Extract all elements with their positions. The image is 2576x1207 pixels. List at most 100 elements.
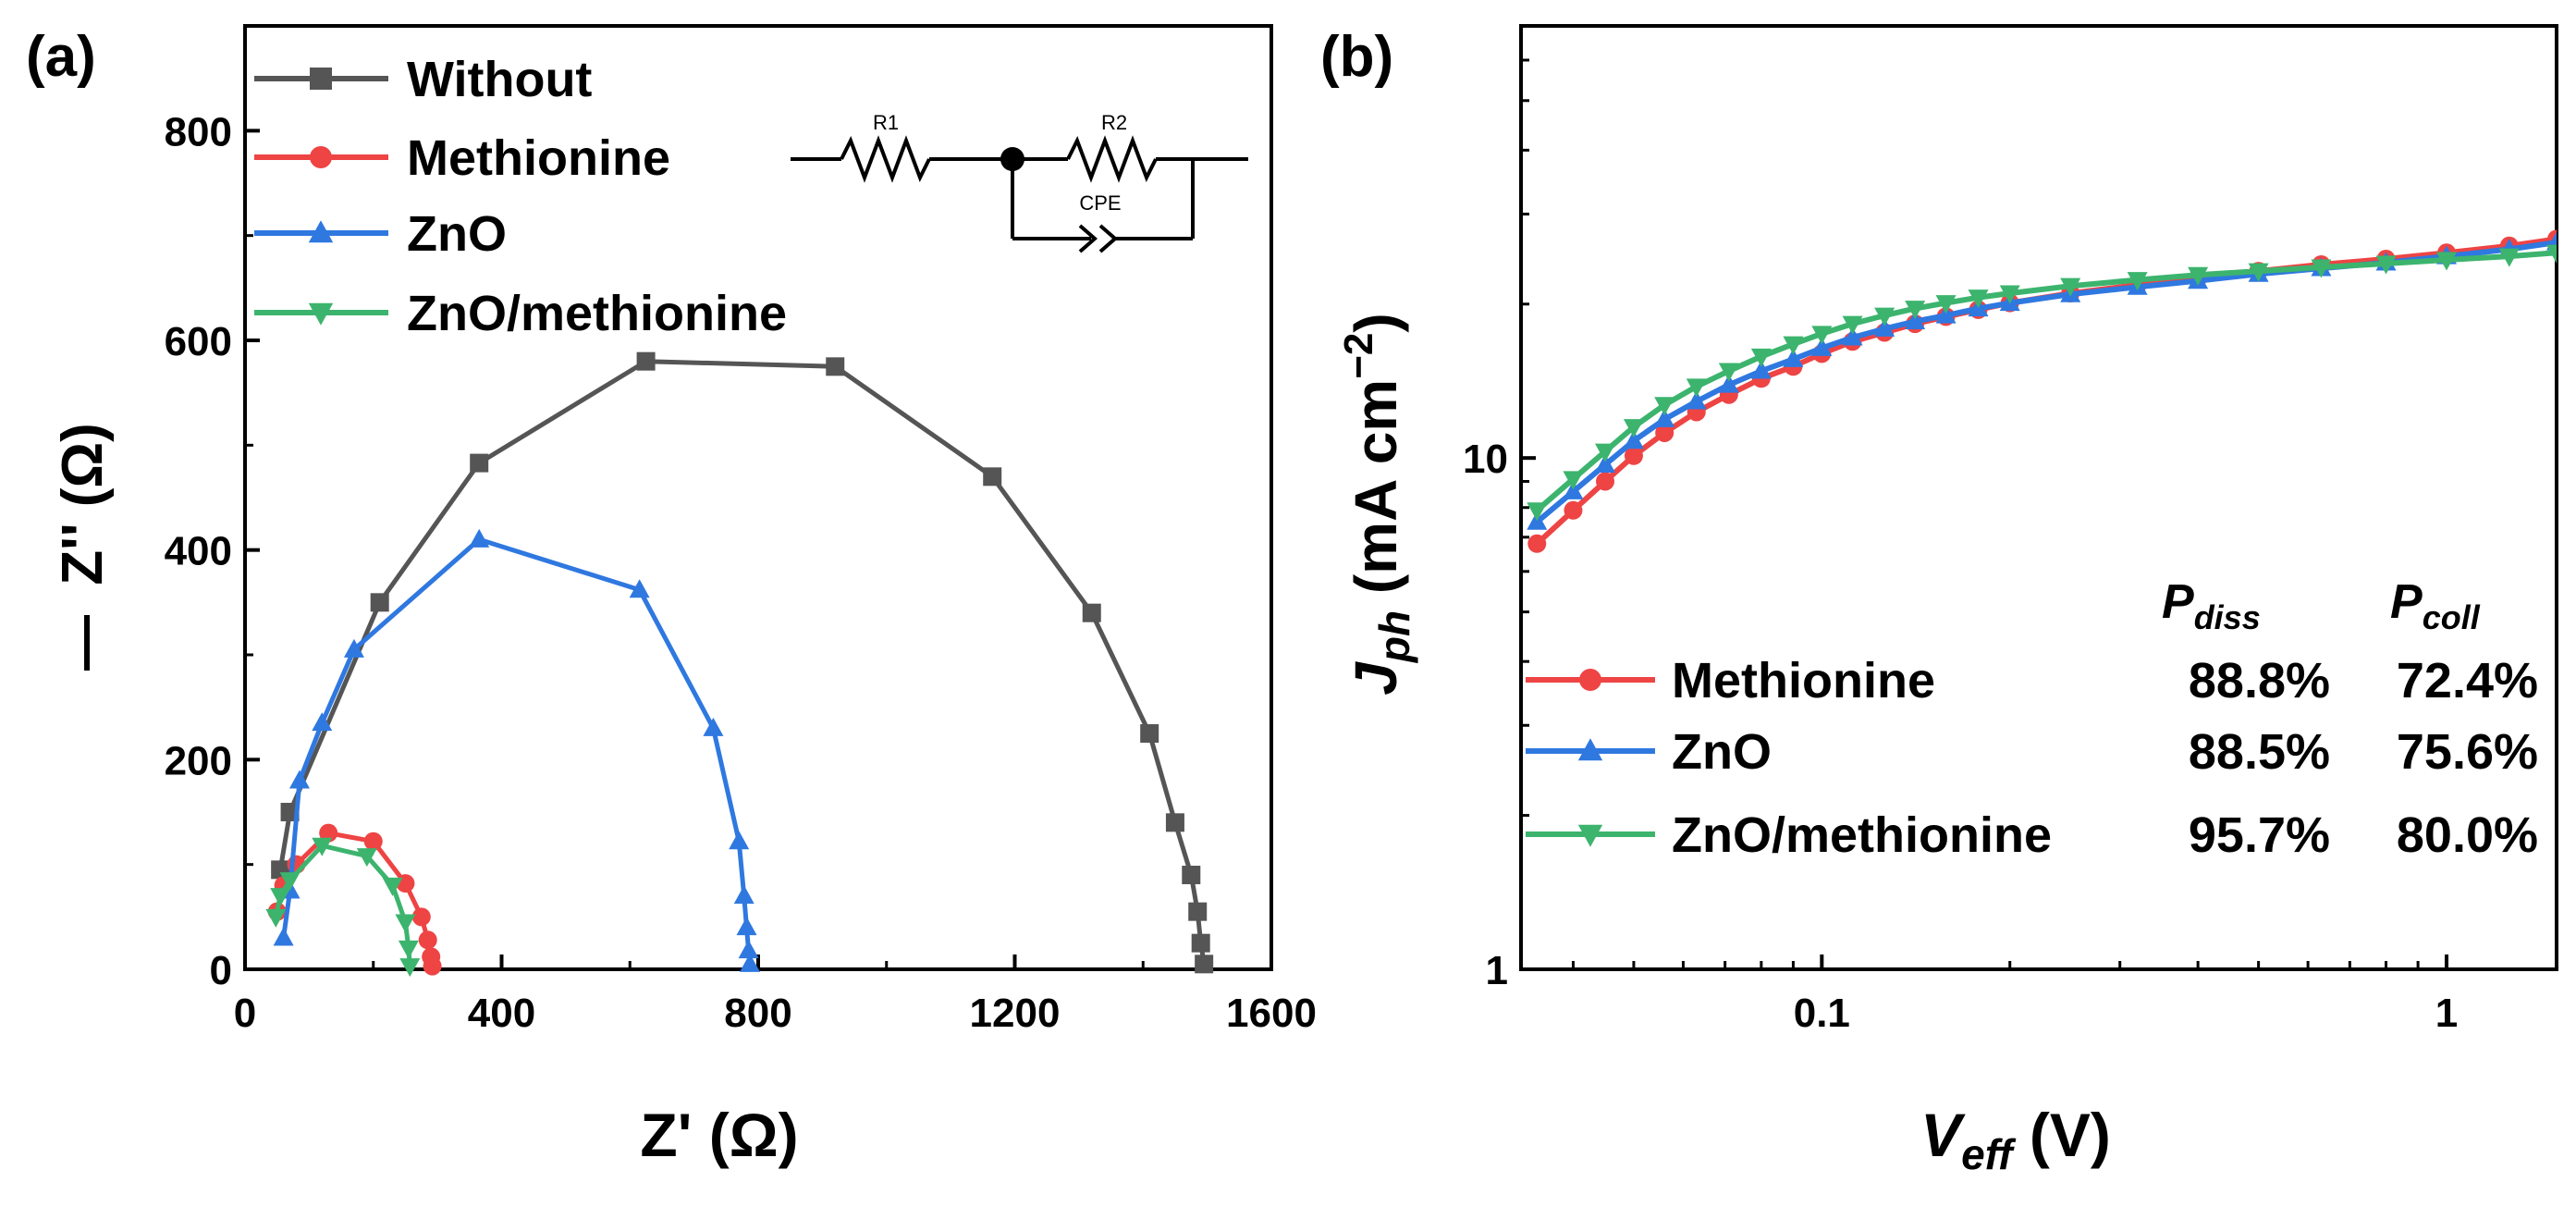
point-b-zno-methionine-18 [2188,266,2209,286]
panel-b-xlabel-sub: eff [1961,1130,2017,1178]
point-a-without-3 [470,453,489,473]
point-b-zno-methionine-19 [2248,263,2269,282]
legend-b-marker-methionine [1579,669,1601,691]
p-coll-header: Pcoll [2390,575,2481,636]
point-a-zno-methionine-6 [395,914,416,933]
point-b-zno-methionine-17 [2127,272,2148,291]
point-a-zno-10 [736,917,757,936]
series-b-zno [1527,231,2557,530]
point-b-zno-methionine-5 [1686,378,1707,398]
p-coll-header-main: P [2390,575,2423,629]
point-b-zno-methionine-3 [1623,419,1644,438]
point-a-methionine-6 [411,907,431,927]
point-b-zno-methionine-21 [2375,255,2397,275]
point-a-without-12 [1191,933,1210,953]
point-a-zno-6 [629,579,650,598]
point-b-zno-methionine-1 [1563,471,1584,490]
legend-b-label-methionine: Methionine [1672,653,1935,708]
point-b-zno-methionine-2 [1595,443,1616,462]
point-b-zno-methionine-16 [2060,277,2081,297]
legend-a-label-zno-methionine: ZnO/methionine [407,286,787,341]
point-b-methionine-3 [1624,446,1643,465]
legend-a-marker-zno [308,220,334,243]
legend-a-label-without: Without [407,52,592,107]
panel-a-xlabel: Z' (Ω) [640,1101,798,1169]
panel-a-series [265,351,1214,978]
point-b-zno-3 [1623,430,1644,450]
panel-a-ylabel-sign: — [52,615,114,671]
point-a-zno-methionine-2 [279,872,301,892]
point-a-without-6 [983,467,1002,486]
point-b-methionine-2 [1596,472,1615,491]
point-b-zno-methionine-10 [1842,315,1863,335]
p-coll-value-methionine: 72.4% [2397,653,2538,708]
point-a-zno-4 [343,638,364,658]
point-a-zno-methionine-0 [265,908,287,928]
point-a-methionine-7 [418,930,437,950]
circuit-node [1000,147,1024,171]
series-a-zno-methionine [265,837,421,978]
panel-b-ylabel-sup: −2 [1336,333,1381,379]
point-b-zno-methionine-0 [1527,502,1548,522]
panel-b-series [1527,229,2557,553]
y-tick-label-a-2: 400 [165,529,232,574]
y-tick-label-a-3: 600 [165,319,232,364]
x-tick-label-b-0: 0.1 [1794,991,1850,1036]
point-a-zno-methionine-7 [398,940,419,959]
legend-a-label-zno: ZnO [407,206,507,262]
p-diss-value-zno: 88.5% [2189,724,2330,780]
point-b-zno-10 [1842,326,1863,346]
point-b-zno-methionine-23 [2498,248,2520,267]
p-diss-value-zno-methionine: 95.7% [2189,807,2330,863]
point-b-zno-7 [1750,360,1772,379]
point-a-zno-methionine-1 [270,888,291,907]
y-tick-label-a-4: 800 [165,109,232,154]
panel-b-label: (b) [1320,25,1393,89]
cpe-element-a [1078,224,1098,253]
point-b-zno-1 [1563,480,1584,499]
panel-a-axes: 0 400 800 1200 1600 0 200 400 600 800 [165,24,1317,1036]
point-b-zno-methionine-6 [1718,363,1739,382]
legend-a-marker-methionine [310,146,332,168]
legend-a-label-methionine: Methionine [407,130,670,186]
point-a-without-2 [370,593,389,612]
point-b-zno-methionine-22 [2436,252,2458,271]
legend-b-label-zno-methionine: ZnO/methionine [1672,807,2052,863]
p-coll-header-sub: coll [2423,598,2481,636]
panel-a-ylabel: — Z'' (Ω) [51,423,115,671]
panel-b-ylabel-unit: (mA cm [1343,379,1409,610]
point-b-zno-5 [1686,390,1707,410]
panel-b-ylabel-close: ) [1343,313,1409,332]
equivalent-circuit [791,135,1248,253]
panel-a-frame [243,24,1273,971]
x-tick-label-b-1: 1 [2435,991,2458,1036]
point-a-zno-methionine-5 [382,877,403,896]
p-diss-value-methionine: 88.8% [2189,653,2330,708]
p-diss-header: Pdiss [2162,575,2261,636]
point-a-zno-3 [312,712,333,732]
point-b-zno-methionine-8 [1783,336,1804,355]
p-coll-value-zno-methionine: 80.0% [2397,807,2538,863]
point-b-zno-methionine-11 [1874,307,1895,326]
point-b-zno-6 [1718,374,1739,393]
x-tick-label-a-1: 400 [468,991,535,1036]
point-b-zno-9 [1811,337,1833,356]
legend-b-marker-zno-methionine [1577,824,1603,847]
point-b-zno-4 [1654,408,1675,427]
y-tick-label-b-1: 10 [1463,437,1508,482]
p-coll-value-zno: 75.6% [2397,724,2538,780]
panel-b-ylabel-sub: ph [1370,610,1418,664]
y-tick-label-b-0: 1 [1486,948,1508,993]
point-a-zno-8 [729,831,750,850]
panel-a-label: (a) [26,25,96,89]
panel-b-xlabel-unit: (V) [2013,1101,2111,1169]
x-tick-label-a-2: 800 [724,991,791,1036]
series-a-without [271,351,1214,974]
point-b-zno-methionine-13 [1935,295,1957,314]
point-b-zno-11 [1874,317,1895,337]
panel-a-legend: Without Methionine ZnO ZnO/methionine [254,52,787,341]
point-b-zno-13 [1935,304,1957,324]
point-a-zno-5 [469,528,490,548]
point-a-zno-11 [738,940,759,959]
